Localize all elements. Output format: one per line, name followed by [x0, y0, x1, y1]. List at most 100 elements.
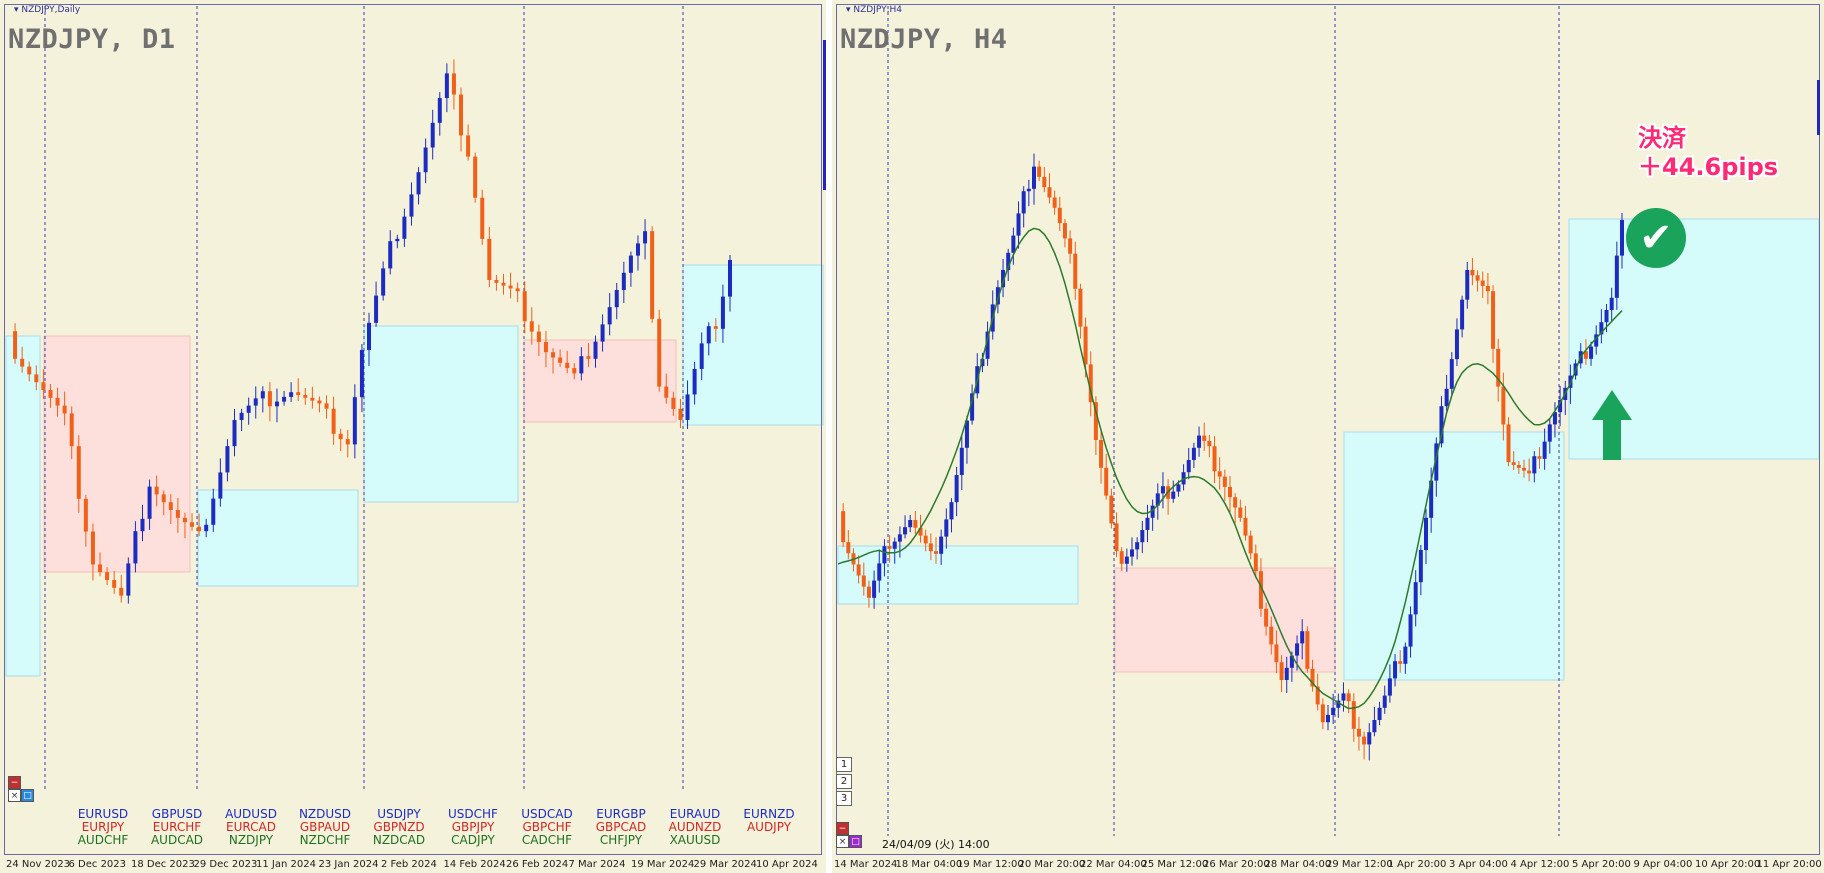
symbol-item[interactable]: GBPUSD: [151, 807, 203, 821]
symbol-item[interactable]: AUDUSD: [225, 807, 277, 821]
time-axis-label: 4 Apr 12:00: [1510, 859, 1570, 870]
candle-body: [1217, 471, 1222, 477]
symbol-item[interactable]: CHFJPY: [599, 833, 643, 847]
candle-body: [1599, 322, 1604, 335]
candle-body: [1522, 467, 1526, 471]
candle-body: [27, 366, 32, 375]
candle-body: [246, 405, 251, 413]
h4-restore-button[interactable]: □: [849, 835, 862, 848]
candle-body: [508, 285, 513, 289]
candle-body: [1558, 400, 1563, 413]
daily-scroll-indicator[interactable]: [823, 40, 826, 190]
symbol-item[interactable]: CADCHF: [521, 833, 573, 847]
candle-body: [897, 534, 902, 542]
symbol-item[interactable]: EURJPY: [81, 820, 125, 834]
price-zone: [197, 489, 359, 587]
candle-body: [409, 194, 414, 217]
symbol-item[interactable]: EURNZD: [743, 807, 795, 821]
symbol-item[interactable]: EURGBP: [596, 807, 646, 821]
h4-time-axis: 14 Mar 2024 18 Mar 04:00 19 Mar 12:00 20 Ma…: [832, 855, 1824, 873]
daily-close-button[interactable]: ×: [8, 789, 21, 802]
price-zone: [523, 339, 677, 423]
time-axis-label: 18 Dec 2023: [131, 859, 195, 870]
h4-chart-title: NZDJPY, H4: [840, 24, 1008, 55]
candle-body: [34, 374, 39, 383]
settlement-label: 決済: [1638, 124, 1686, 152]
h4-minimize-button[interactable]: −: [836, 822, 849, 835]
daily-minimize-button[interactable]: −: [8, 776, 21, 789]
nav-button-3[interactable]: 3: [836, 791, 852, 806]
candle-body: [197, 526, 202, 532]
symbol-item[interactable]: USDCHF: [448, 807, 498, 821]
candle-body: [416, 172, 421, 195]
candle-body: [1341, 693, 1346, 701]
candle-body: [1382, 695, 1387, 708]
h4-close-button[interactable]: ×: [836, 835, 849, 848]
candle-body: [934, 551, 938, 554]
candle-body: [1516, 465, 1521, 468]
symbol-item[interactable]: USDJPY: [377, 807, 421, 821]
candle-body: [1589, 346, 1594, 359]
candle-body: [473, 156, 478, 198]
daily-price-chart[interactable]: [0, 0, 826, 873]
symbol-item[interactable]: AUDCHF: [77, 833, 129, 847]
candle-body: [887, 546, 892, 549]
candle-body: [1099, 440, 1104, 468]
symbol-item[interactable]: NZDJPY: [228, 833, 274, 847]
settlement-pips: ＋44.6pips: [1638, 153, 1779, 181]
symbol-item[interactable]: EURAUD: [669, 807, 721, 821]
time-axis-label: 14 Feb 2024: [443, 859, 506, 870]
symbol-item[interactable]: CADJPY: [451, 833, 495, 847]
daily-window-label: ▾ NZDJPY,Daily: [14, 5, 81, 15]
time-axis-label: 10 Apr 2024: [756, 859, 818, 870]
candle-body: [480, 197, 485, 239]
symbol-item[interactable]: GBPJPY: [451, 820, 495, 834]
symbol-item[interactable]: NZDUSD: [298, 807, 352, 821]
symbol-item[interactable]: XAUUSD: [669, 833, 721, 847]
candle-body: [1042, 176, 1047, 188]
daily-chart-window[interactable]: ▾ NZDJPY,Daily NZDJPY, D1 EURUSD EURJPY AU…: [0, 0, 826, 873]
candle-body: [1160, 486, 1165, 494]
symbol-item[interactable]: EURCHF: [152, 820, 202, 834]
candle-body: [1135, 542, 1140, 550]
symbol-item[interactable]: EURUSD: [77, 807, 129, 821]
pane-divider[interactable]: [826, 0, 832, 873]
symbol-item[interactable]: GBPCHF: [522, 820, 572, 834]
candle-body: [728, 260, 732, 297]
candle-body: [289, 392, 294, 397]
symbol-item[interactable]: AUDCAD: [150, 833, 204, 847]
symbol-column: NZDUSD GBPAUD NZDCHF: [290, 808, 360, 847]
symbol-item[interactable]: GBPCAD: [595, 820, 647, 834]
daily-restore-button[interactable]: □: [21, 789, 34, 802]
symbol-item[interactable]: USDCAD: [521, 807, 573, 821]
candle-body: [239, 412, 244, 420]
candle-body: [1124, 556, 1129, 564]
symbol-item[interactable]: NZDCAD: [372, 833, 426, 847]
symbol-item[interactable]: NZDCHF: [299, 833, 351, 847]
time-axis-label: 19 Mar 2024: [631, 859, 695, 870]
candle-body: [451, 73, 456, 95]
candle-body: [310, 397, 315, 401]
candle-body: [1264, 608, 1269, 627]
h4-scroll-indicator[interactable]: [1817, 80, 1820, 135]
price-zone: [363, 325, 519, 503]
symbol-column: USDCHF GBPJPY CADJPY: [438, 808, 508, 847]
symbol-item[interactable]: AUDJPY: [746, 820, 792, 834]
candle-body: [1279, 662, 1284, 680]
candle-body: [1485, 285, 1490, 292]
candle-body: [501, 282, 506, 286]
time-axis-label: 1 Apr 20:00: [1387, 859, 1447, 870]
candle-body: [614, 290, 619, 308]
candle-body: [621, 272, 626, 290]
candle-body: [572, 368, 577, 374]
candle-body: [1537, 456, 1542, 459]
candle-body: [713, 326, 718, 329]
symbol-item[interactable]: GBPNZD: [373, 820, 425, 834]
candle-body: [861, 575, 866, 587]
nav-button-2[interactable]: 2: [836, 774, 852, 789]
candle-body: [1387, 678, 1392, 696]
nav-button-1[interactable]: 1: [836, 757, 852, 772]
symbol-item[interactable]: EURCAD: [226, 820, 276, 834]
symbol-item[interactable]: AUDNZD: [668, 820, 722, 834]
symbol-item[interactable]: GBPAUD: [299, 820, 351, 834]
